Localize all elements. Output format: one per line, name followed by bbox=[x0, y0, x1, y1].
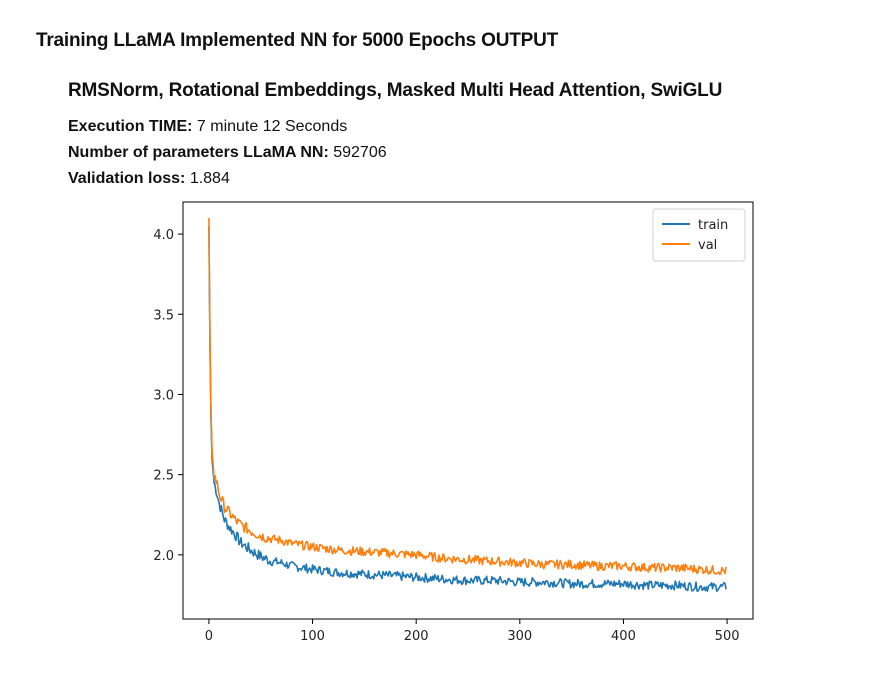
execution-time-row: Execution TIME: 7 minute 12 Seconds bbox=[68, 118, 347, 136]
legend-label-val: val bbox=[698, 238, 717, 253]
execution-time-value: 7 minute 12 Seconds bbox=[196, 118, 348, 135]
page-subtitle: RMSNorm, Rotational Embeddings, Masked M… bbox=[68, 80, 723, 101]
execution-time-label: Execution TIME: bbox=[68, 118, 193, 135]
val-loss-label: Validation loss: bbox=[68, 170, 186, 187]
params-label: Number of parameters LLaMA NN: bbox=[68, 144, 329, 161]
params-row: Number of parameters LLaMA NN: 592706 bbox=[68, 144, 387, 162]
legend-label-train: train bbox=[698, 218, 728, 233]
val-loss-row: Validation loss: 1.884 bbox=[68, 170, 230, 188]
x-tick-label: 300 bbox=[507, 629, 532, 644]
legend-box bbox=[652, 208, 746, 262]
x-tick-label: 100 bbox=[300, 629, 325, 644]
y-tick-label: 3.0 bbox=[153, 388, 174, 403]
y-tick-label: 2.5 bbox=[153, 469, 174, 484]
y-tick-label: 3.5 bbox=[153, 308, 174, 323]
page-title: Training LLaMA Implemented NN for 5000 E… bbox=[36, 30, 559, 51]
x-tick-label: 400 bbox=[611, 629, 636, 644]
series-line-train bbox=[208, 226, 727, 593]
x-tick-label: 200 bbox=[404, 629, 429, 644]
x-tick-label: 500 bbox=[715, 629, 740, 644]
y-tick-label: 2.0 bbox=[153, 549, 174, 564]
x-tick-label: 0 bbox=[205, 629, 213, 644]
loss-chart: 0 100 200 300 400 500 2.0 2.5 3.0 3.5 4.0 train val bbox=[153, 201, 754, 644]
plot-frame bbox=[182, 201, 754, 620]
series-line-val bbox=[208, 218, 727, 576]
y-tick-label: 4.0 bbox=[153, 228, 174, 243]
val-loss-value: 1.884 bbox=[189, 170, 230, 187]
params-value: 592706 bbox=[333, 144, 387, 161]
